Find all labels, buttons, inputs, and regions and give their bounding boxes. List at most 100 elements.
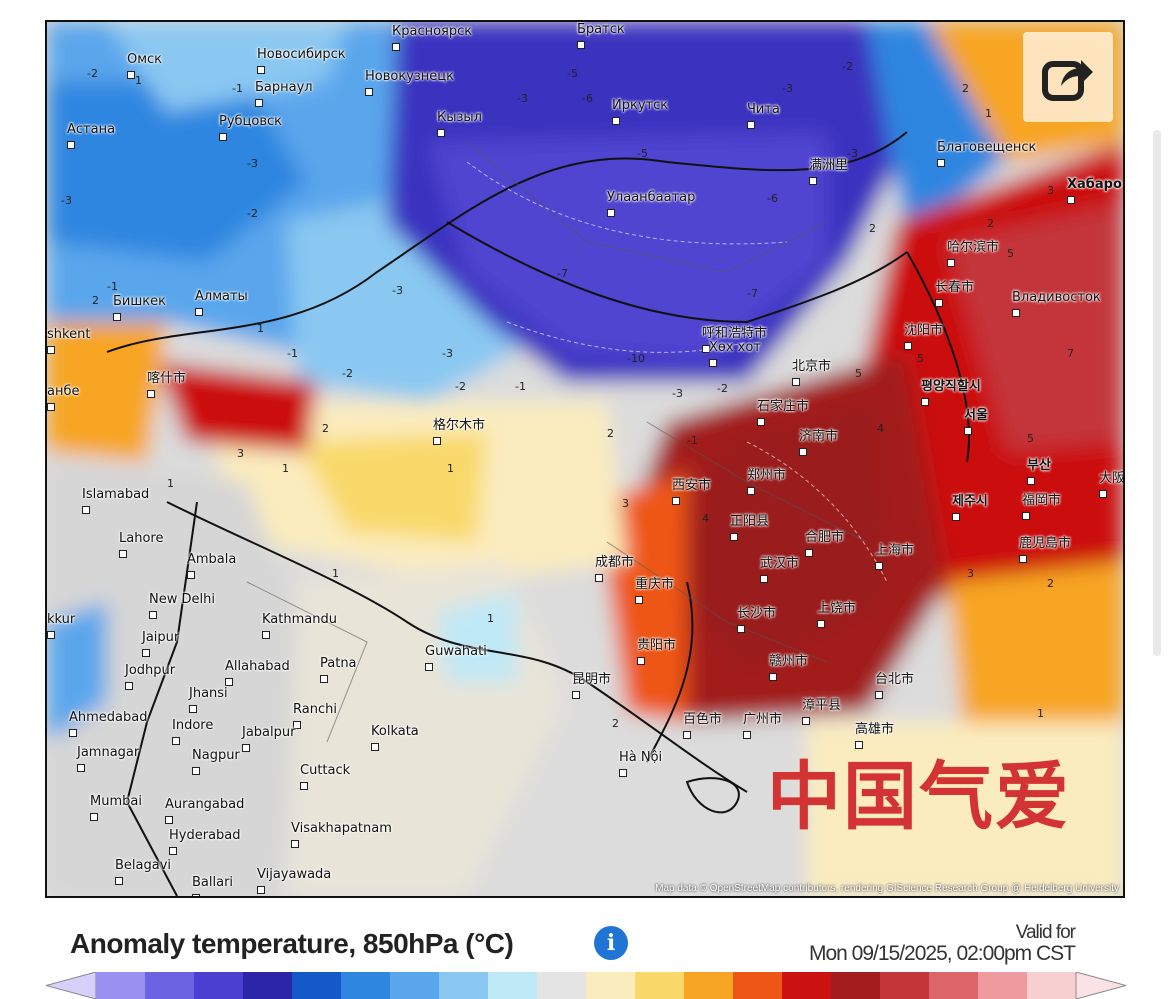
city-name: Hyderabad bbox=[169, 828, 241, 843]
city-label: Улаанбаатар bbox=[607, 190, 695, 220]
city-name: Jaipur bbox=[142, 630, 180, 645]
city-label: Indore bbox=[172, 718, 213, 748]
city-name: 长春市 bbox=[935, 280, 975, 295]
city-label: Ballari bbox=[192, 875, 233, 896]
city-label: Mumbai bbox=[90, 794, 142, 824]
legend-swatch bbox=[684, 972, 734, 999]
city-label: shkent bbox=[47, 327, 90, 357]
city-name: 正阳县 bbox=[730, 514, 770, 529]
city-marker bbox=[1012, 308, 1020, 317]
city-name: Lahore bbox=[119, 531, 164, 546]
city-marker bbox=[747, 486, 755, 495]
city-label: Иркутск bbox=[612, 98, 668, 128]
city-marker bbox=[425, 662, 433, 671]
city-name: Jabalpur bbox=[242, 725, 296, 740]
city-name: Belagavi bbox=[115, 858, 172, 873]
city-name: 沈阳市 bbox=[904, 323, 944, 338]
anomaly-map[interactable]: Омск Новосибирск Красноярск Братск Барнаул Но… bbox=[45, 20, 1125, 898]
legend-arrow-low bbox=[46, 972, 97, 999]
city-name: Jamnagar bbox=[77, 745, 140, 760]
city-label: 鹿児島市 bbox=[1019, 532, 1071, 566]
city-name: Ambala bbox=[187, 552, 237, 567]
info-icon[interactable]: i bbox=[594, 926, 628, 960]
city-name: Рубцовск bbox=[219, 114, 283, 129]
city-name: New Delhi bbox=[149, 592, 215, 607]
scrollbar[interactable] bbox=[1153, 130, 1161, 656]
city-label: 哈尔滨市 bbox=[947, 236, 999, 270]
city-label: 上海市 bbox=[875, 539, 914, 573]
city-marker bbox=[90, 812, 98, 821]
city-marker bbox=[607, 208, 615, 217]
city-name: Улаанбаатар bbox=[607, 190, 696, 205]
city-name: Братск bbox=[577, 22, 625, 37]
isoline-value: 1 bbox=[447, 462, 454, 475]
city-label: 武汉市 bbox=[760, 552, 799, 586]
city-marker bbox=[293, 720, 301, 729]
city-label: Kolkata bbox=[371, 724, 419, 754]
isoline-value: 1 bbox=[257, 322, 264, 335]
city-marker bbox=[47, 402, 55, 411]
city-marker bbox=[47, 630, 55, 639]
city-name: 武汉市 bbox=[760, 556, 800, 571]
isoline-value: -2 bbox=[247, 207, 258, 220]
city-name: 평양직할시 bbox=[921, 379, 981, 394]
city-name: Астана bbox=[67, 122, 116, 137]
city-name: 济南市 bbox=[799, 429, 839, 444]
city-name: 漳平县 bbox=[802, 698, 842, 713]
isoline-value: 2 bbox=[962, 82, 969, 95]
city-marker bbox=[300, 781, 308, 790]
map-attribution[interactable]: Map data © OpenStreetMap contributors, r… bbox=[655, 883, 1119, 894]
city-marker bbox=[225, 677, 233, 686]
isoline-value: 1 bbox=[1037, 707, 1044, 720]
legend-swatch bbox=[586, 972, 636, 999]
city-marker bbox=[947, 258, 955, 267]
city-name: 西安市 bbox=[672, 478, 712, 493]
city-marker bbox=[192, 893, 200, 896]
city-label: Ranchi bbox=[293, 702, 337, 732]
isoline-value: 2 bbox=[607, 427, 614, 440]
city-label: Благовещенск bbox=[937, 140, 1036, 170]
isoline-value: 4 bbox=[702, 512, 709, 525]
city-label: Кызыл bbox=[437, 110, 482, 140]
city-marker bbox=[760, 574, 768, 583]
city-name: 鹿児島市 bbox=[1019, 536, 1072, 551]
city-label: Jhansi bbox=[189, 686, 228, 716]
legend-swatch bbox=[782, 972, 832, 999]
city-label: 济南市 bbox=[799, 425, 838, 459]
city-label: Хөх хот bbox=[709, 340, 761, 370]
city-name: Kolkata bbox=[371, 724, 419, 739]
isoline-value: 2 bbox=[322, 422, 329, 435]
city-label: 长沙市 bbox=[737, 602, 776, 636]
city-name: Kathmandu bbox=[262, 612, 337, 627]
city-marker bbox=[935, 298, 943, 307]
isoline-value: 5 bbox=[917, 352, 924, 365]
isoline-value: 1 bbox=[332, 567, 339, 580]
city-name: Patna bbox=[320, 656, 357, 671]
city-label: Ambala bbox=[187, 552, 236, 582]
legend-swatch bbox=[929, 972, 979, 999]
city-marker bbox=[47, 345, 55, 354]
city-marker bbox=[365, 87, 373, 96]
city-label: Visakhapatnam bbox=[291, 821, 392, 851]
city-marker bbox=[921, 397, 929, 406]
city-name: Guwahati bbox=[425, 644, 487, 659]
city-name: 서울 bbox=[964, 408, 988, 423]
city-marker bbox=[1099, 489, 1107, 498]
city-name: Благовещенск bbox=[937, 140, 1037, 155]
city-label: Братск bbox=[577, 22, 625, 52]
city-name: 呼和浩特市 bbox=[702, 326, 768, 341]
city-label: 长春市 bbox=[935, 276, 974, 310]
city-marker bbox=[189, 704, 197, 713]
city-marker bbox=[683, 730, 691, 739]
city-name: Cuttack bbox=[300, 763, 351, 778]
city-marker bbox=[769, 672, 777, 681]
isoline-value: 1 bbox=[135, 74, 142, 87]
share-button[interactable] bbox=[1023, 32, 1113, 122]
isoline-value: 1 bbox=[167, 477, 174, 490]
city-label: Jaipur bbox=[142, 630, 179, 660]
city-marker bbox=[964, 426, 972, 435]
city-label: 正阳县 bbox=[730, 510, 769, 544]
city-marker bbox=[255, 98, 263, 107]
city-name: Nagpur bbox=[192, 748, 240, 763]
legend-swatch bbox=[831, 972, 881, 999]
